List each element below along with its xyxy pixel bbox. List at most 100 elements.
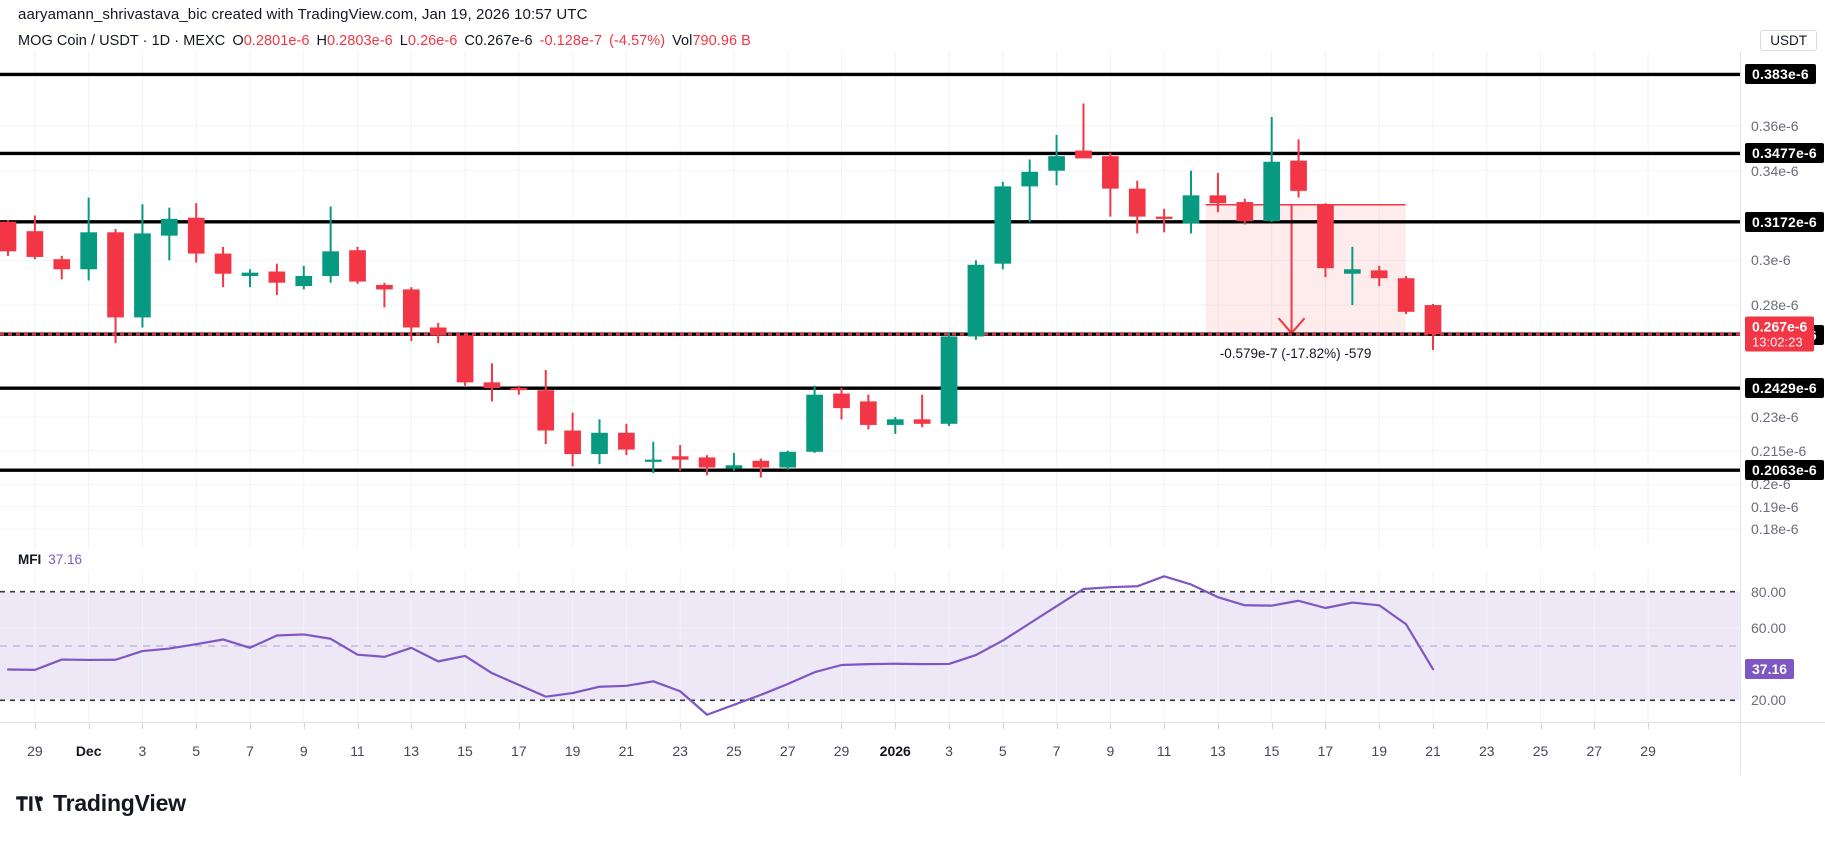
time-tick-mark-30 bbox=[1648, 723, 1650, 729]
time-tick-label-27: 23 bbox=[1478, 743, 1495, 759]
time-tick-mark-26 bbox=[1433, 723, 1434, 729]
time-tick-mark-4 bbox=[249, 723, 251, 729]
price-tick-label-8: 0.18e-6 bbox=[1751, 521, 1799, 538]
measurement-annotation-text: -0.579e-7 (-17.82%) -579 bbox=[1219, 346, 1372, 362]
price-level-badge-1[interactable]: 0.3477e-6 bbox=[1745, 143, 1824, 164]
axis-corner bbox=[1740, 722, 1825, 775]
ohlc-high-label: H bbox=[316, 33, 327, 49]
time-tick-mark-3 bbox=[196, 723, 198, 729]
change-percent: (-4.57%) bbox=[609, 33, 666, 49]
time-tick-label-30: 29 bbox=[1640, 743, 1656, 759]
symbol-legend[interactable]: MOG Coin / USDT · 1D · MEXC O0.2801e-6 H0.… bbox=[18, 33, 751, 49]
time-tick-mark-8 bbox=[465, 723, 467, 729]
time-tick-mark-21 bbox=[1164, 723, 1166, 729]
time-tick-label-15: 29 bbox=[833, 743, 850, 759]
volume-value: 790.96 B bbox=[692, 33, 751, 49]
tradingview-wordmark: TradingView bbox=[53, 790, 186, 816]
price-tick-label-7: 0.19e-6 bbox=[1751, 498, 1799, 515]
time-tick-label-12: 23 bbox=[672, 743, 688, 759]
time-tick-label-26: 21 bbox=[1425, 743, 1441, 759]
time-tick-label-21: 11 bbox=[1156, 743, 1172, 759]
time-tick-mark-16 bbox=[895, 723, 897, 729]
time-axis[interactable]: 29 Dec 3 5 7 9 11 13 15 17 19 21 23 25 27 29 2026 3 5 7 9 11 1… bbox=[0, 722, 1740, 775]
time-tick-label-13: 25 bbox=[726, 743, 742, 759]
last-price-badge[interactable]: 0.267e-6 13:02:23 bbox=[1745, 316, 1815, 352]
time-tick-label-29: 27 bbox=[1586, 743, 1603, 759]
price-level-badge-0[interactable]: 0.383e-6 bbox=[1745, 64, 1816, 85]
ohlc-close-value: 0.267e-6 bbox=[474, 33, 533, 49]
time-tick-label-24: 17 bbox=[1317, 743, 1334, 759]
price-tick-label-6: 0.2e-6 bbox=[1751, 476, 1791, 493]
mfi-line-plot bbox=[0, 570, 1740, 722]
change-absolute: -0.128e-7 bbox=[539, 33, 603, 49]
time-tick-label-11: 21 bbox=[618, 743, 635, 759]
price-level-badge-2[interactable]: 0.3172e-6 bbox=[1745, 211, 1824, 232]
time-tick-label-25: 19 bbox=[1371, 743, 1388, 759]
currency-chip[interactable]: USDT bbox=[1760, 30, 1817, 51]
time-tick-mark-24 bbox=[1325, 723, 1327, 729]
time-tick-mark-1 bbox=[88, 723, 90, 729]
price-level-badge-4[interactable]: 0.2429e-6 bbox=[1745, 378, 1824, 399]
ohlc-high-value: 0.2803e-6 bbox=[326, 33, 393, 49]
ohlc-close-label: C bbox=[464, 33, 475, 49]
mfi-tick-label-1: 60.00 bbox=[1751, 619, 1787, 636]
time-tick-mark-29 bbox=[1594, 723, 1596, 729]
time-tick-label-3: 5 bbox=[192, 743, 201, 759]
price-chart-pane[interactable] bbox=[0, 52, 1740, 547]
price-level-badge-5[interactable]: 0.2063e-6 bbox=[1745, 460, 1824, 481]
price-axis[interactable]: 0.36e-6 0.34e-6 0.3e-6 0.28e-6 0.23e-6 0.215e… bbox=[1740, 52, 1825, 722]
time-tick-mark-13 bbox=[733, 723, 735, 729]
time-tick-mark-23 bbox=[1271, 723, 1273, 729]
mfi-chart-pane[interactable] bbox=[0, 570, 1740, 722]
time-tick-mark-2 bbox=[142, 723, 144, 729]
time-tick-mark-28 bbox=[1540, 723, 1542, 729]
time-tick-label-18: 5 bbox=[998, 743, 1007, 759]
tradingview-logo-icon bbox=[16, 795, 43, 811]
price-tick-label-5: 0.215e-6 bbox=[1751, 442, 1807, 459]
time-tick-mark-9 bbox=[518, 723, 520, 729]
ohlc-open-label: O bbox=[232, 33, 244, 49]
tradingview-brand[interactable]: TradingView bbox=[16, 790, 186, 817]
time-tick-label-1: Dec bbox=[75, 743, 102, 759]
price-tick-label-1: 0.34e-6 bbox=[1751, 162, 1799, 179]
time-tick-label-19: 7 bbox=[1052, 743, 1061, 759]
mfi-tick-label-2: 20.00 bbox=[1751, 692, 1787, 709]
candlestick-plot bbox=[0, 52, 1740, 547]
time-tick-mark-12 bbox=[680, 723, 682, 729]
time-tick-label-5: 9 bbox=[299, 743, 308, 759]
time-tick-label-8: 15 bbox=[457, 743, 473, 759]
mfi-indicator-legend[interactable]: MFI 37.16 bbox=[18, 552, 82, 567]
mfi-tick-label-0: 80.00 bbox=[1751, 583, 1787, 600]
time-tick-label-2: 3 bbox=[138, 743, 147, 759]
time-tick-label-14: 27 bbox=[779, 743, 796, 759]
time-tick-mark-11 bbox=[626, 723, 628, 729]
symbol-title[interactable]: MOG Coin / USDT · 1D · MEXC bbox=[18, 33, 226, 49]
time-tick-label-20: 9 bbox=[1106, 743, 1115, 759]
ohlc-low-value: 0.26e-6 bbox=[407, 33, 458, 49]
time-tick-mark-20 bbox=[1110, 723, 1112, 729]
time-tick-label-4: 7 bbox=[246, 743, 254, 759]
mfi-indicator-value: 37.16 bbox=[48, 552, 83, 567]
time-tick-mark-27 bbox=[1486, 723, 1488, 729]
time-tick-label-7: 13 bbox=[403, 743, 420, 759]
ohlc-open-value: 0.2801e-6 bbox=[243, 33, 310, 49]
time-tick-label-16: 2026 bbox=[879, 743, 911, 759]
time-tick-mark-18 bbox=[1002, 723, 1004, 729]
time-tick-mark-7 bbox=[411, 723, 413, 729]
last-price-value: 0.267e-6 bbox=[1752, 318, 1808, 335]
time-tick-mark-19 bbox=[1056, 723, 1058, 729]
time-tick-mark-15 bbox=[841, 723, 843, 729]
time-tick-label-17: 3 bbox=[945, 743, 953, 759]
price-tick-label-2: 0.3e-6 bbox=[1751, 252, 1791, 269]
mfi-current-value-badge[interactable]: 37.16 bbox=[1745, 659, 1795, 680]
attribution-text: aaryamann_shrivastava_bic created with T… bbox=[18, 6, 588, 23]
time-tick-label-9: 17 bbox=[511, 743, 527, 759]
price-tick-label-4: 0.23e-6 bbox=[1751, 409, 1799, 426]
time-tick-label-23: 15 bbox=[1263, 743, 1280, 759]
mfi-indicator-name: MFI bbox=[18, 552, 42, 567]
time-tick-mark-5 bbox=[303, 723, 305, 729]
time-tick-label-28: 25 bbox=[1532, 743, 1549, 759]
price-tick-label-3: 0.28e-6 bbox=[1751, 297, 1799, 314]
time-tick-label-22: 13 bbox=[1210, 743, 1226, 759]
last-price-countdown: 13:02:23 bbox=[1752, 334, 1803, 350]
